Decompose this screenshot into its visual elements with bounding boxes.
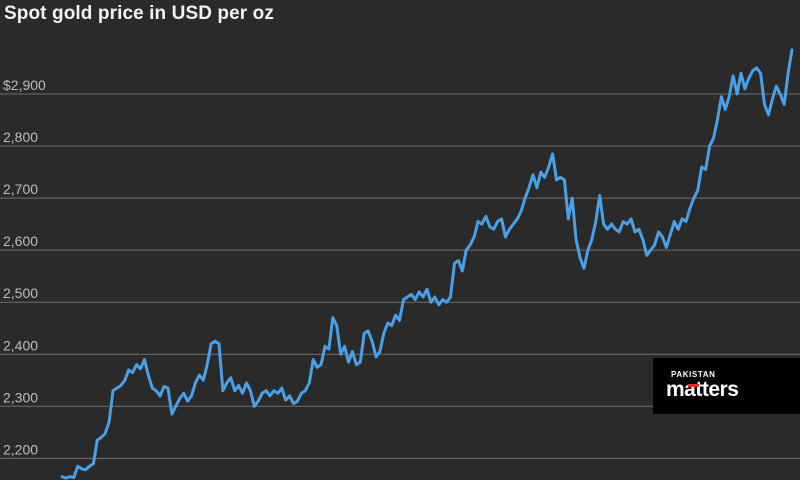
y-axis-tick-labels: 2,200 2,300 2,400 2,500 2,600 2,700 2,800 $2,90… [3,77,46,457]
pakistan-matters-logo: PAKISTAN matters [653,358,800,414]
y-tick-label: 2,400 [3,337,38,353]
y-tick-label: 2,600 [3,233,38,249]
logo-red-accent [688,384,699,387]
y-tick-label: 2,200 [3,441,38,457]
y-tick-label: 2,700 [3,181,38,197]
y-tick-label: 2,500 [3,285,38,301]
y-tick-label: 2,800 [3,129,38,145]
chart-title: Spot gold price in USD per oz [4,3,274,24]
y-tick-label: $2,900 [3,77,46,93]
watermark-line2: matters [666,378,738,401]
gold-price-line [60,48,794,480]
gridlines [0,93,800,459]
y-tick-label: 2,300 [3,389,38,405]
watermark-line1: PAKISTAN [671,370,716,379]
